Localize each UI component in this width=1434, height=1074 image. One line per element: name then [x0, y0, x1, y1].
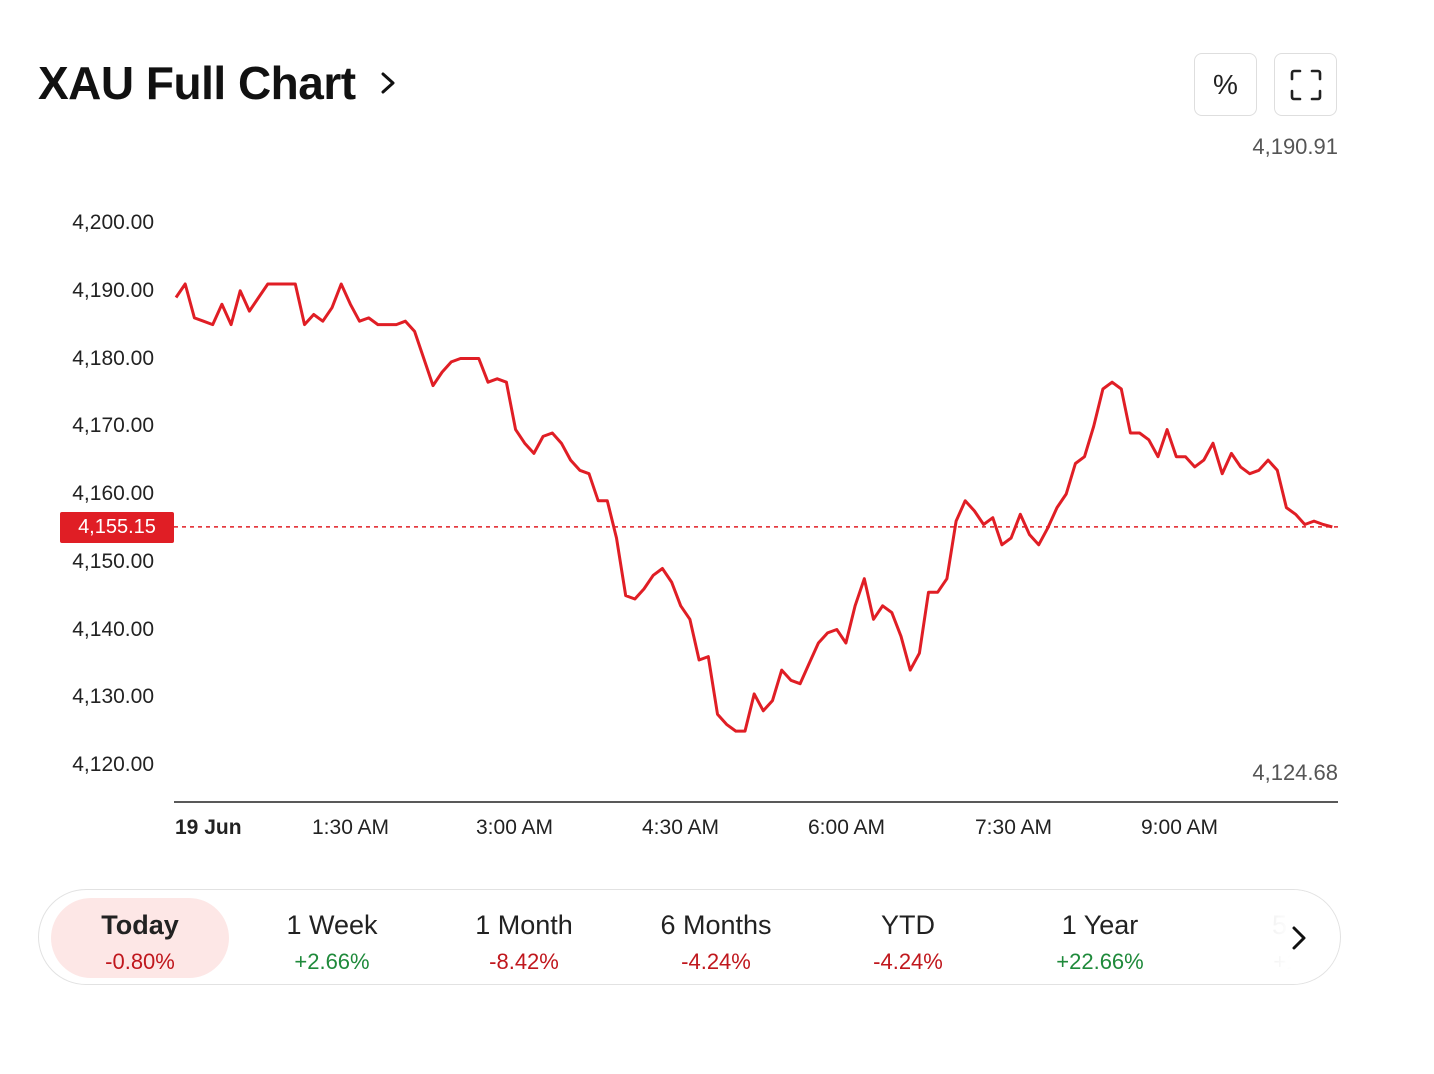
x-tick-label: 3:00 AM: [476, 816, 554, 839]
range-tab[interactable]: 1 Month -8.42%: [435, 898, 613, 978]
range-tab[interactable]: 1 Week +2.66%: [243, 898, 421, 978]
range-tab-label: 6 Months: [660, 910, 772, 940]
y-tick-label: 4,150.00: [72, 549, 154, 573]
low-price-label: 4,124.68: [1252, 760, 1338, 785]
range-tab[interactable]: Today -0.80%: [51, 898, 229, 978]
fullscreen-button[interactable]: [1274, 53, 1337, 116]
range-tab[interactable]: 1 Year +22.66%: [1011, 898, 1189, 978]
range-scroll-right-button[interactable]: [1279, 916, 1319, 960]
chevron-right-icon[interactable]: [378, 67, 398, 99]
y-tick-label: 4,160.00: [72, 482, 154, 505]
range-tab-label: 1 Week: [286, 910, 378, 940]
y-tick-label: 4,180.00: [72, 346, 154, 370]
range-tab[interactable]: YTD -4.24%: [819, 898, 997, 978]
range-tab-change: -8.42%: [489, 949, 559, 974]
percent-toggle-button[interactable]: %: [1194, 53, 1257, 116]
range-tab-change: -0.80%: [105, 949, 175, 974]
price-series-line: [174, 282, 1333, 733]
range-tab[interactable]: 6 Months -4.24%: [627, 898, 805, 978]
range-tab-label: YTD: [881, 910, 935, 940]
y-tick-label: 4,170.00: [72, 414, 154, 438]
range-tab-change: -4.24%: [681, 949, 751, 974]
range-tab-change: +13: [1273, 949, 1311, 974]
y-tick-label: 4,130.00: [72, 685, 154, 709]
range-tab-change: +22.66%: [1056, 949, 1144, 974]
y-tick-label: 4,190.00: [72, 278, 154, 302]
range-tab-label: 1 Month: [475, 910, 573, 940]
x-tick-label: 19 Jun: [175, 816, 242, 839]
high-price-label: 4,190.91: [1252, 134, 1338, 159]
chart-header[interactable]: XAU Full Chart: [38, 56, 398, 110]
current-price-badge: 4,155.15: [60, 512, 174, 543]
time-range-selector: 5 Y +13 1 Year +22.66% YTD -4.24% 6 Months -4.2…: [38, 889, 1341, 985]
range-tab-label: Today: [101, 910, 179, 940]
chevron-right-icon: [1292, 926, 1306, 950]
x-tick-label: 9:00 AM: [1141, 816, 1219, 839]
y-tick-label: 4,120.00: [72, 753, 154, 776]
x-tick-label: 1:30 AM: [312, 816, 390, 839]
range-tab-label: 5 Y: [1271, 910, 1313, 940]
range-tab-change: -4.24%: [873, 949, 943, 974]
range-tab-label: 1 Year: [1061, 910, 1139, 940]
x-tick-label: 6:00 AM: [808, 816, 886, 839]
y-tick-label: 4,140.00: [72, 617, 154, 641]
y-tick-label: 4,200.00: [72, 211, 154, 234]
expand-icon: [1290, 69, 1321, 100]
range-tab[interactable]: 5 Y +13: [1203, 898, 1340, 978]
page-title[interactable]: XAU Full Chart: [38, 57, 356, 109]
x-tick-label: 4:30 AM: [642, 816, 720, 839]
range-tab-change: +2.66%: [294, 949, 370, 974]
x-tick-label: 7:30 AM: [975, 816, 1053, 839]
